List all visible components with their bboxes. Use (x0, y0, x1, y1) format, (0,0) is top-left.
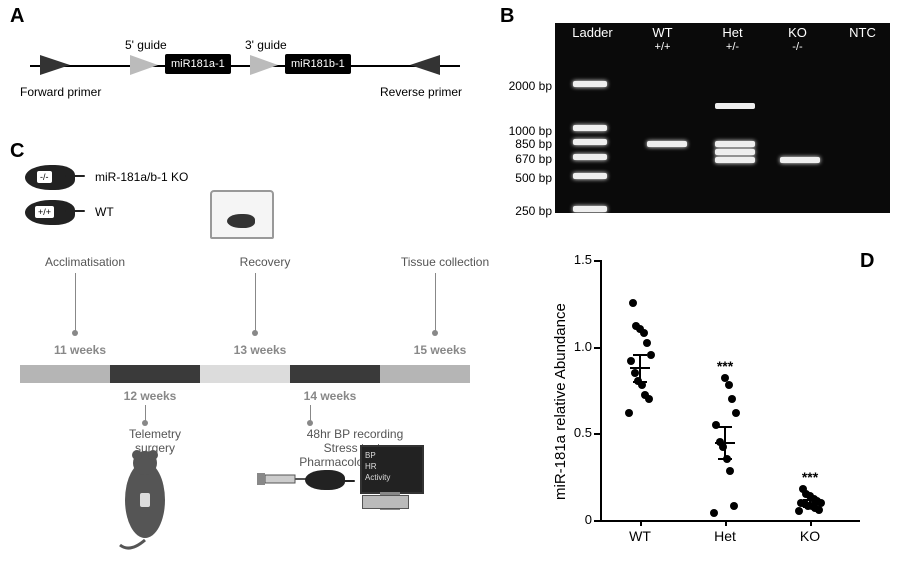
data-point (726, 467, 734, 475)
data-point (728, 395, 736, 403)
significance-marker: *** (795, 469, 825, 485)
x-group-label: Het (705, 528, 745, 544)
timeline-segment (290, 365, 380, 383)
ko-genotype: -/- (37, 171, 52, 183)
data-point (730, 502, 738, 510)
gel-lane-genotype: +/+ (635, 41, 690, 53)
guide-3-label: 3' guide (245, 38, 287, 52)
gel-lane-label: Ladder (565, 25, 620, 40)
monitor-icon: BP HR Activity (360, 445, 424, 494)
data-point (725, 381, 733, 389)
data-point (795, 507, 803, 515)
gel-band (573, 125, 607, 131)
y-axis-title: miR-181a relative Abundance (552, 303, 569, 500)
panel-b: Ladder WT+/+ Het+/- KO-/- NTC 2000 bp 1000 bp… (500, 5, 895, 235)
fwd-primer-label: Forward primer (20, 85, 101, 99)
figure: A miR181a-1 miR181b-1 5' guide 3' guide … (0, 0, 900, 570)
reverse-primer-arrow (410, 55, 440, 75)
gel-lane-label: WT (635, 25, 690, 40)
data-point (631, 369, 639, 377)
gene-box-2: miR181b-1 (285, 54, 351, 74)
gel-band (573, 81, 607, 87)
y-tick-label: 1.0 (558, 339, 592, 354)
ko-mouse-icon: -/- (25, 165, 75, 190)
data-point (629, 299, 637, 307)
data-point (647, 351, 655, 359)
week-label: 13 weeks (220, 343, 300, 357)
week-label: 12 weeks (110, 389, 190, 403)
y-tick-label: 1.5 (558, 252, 592, 267)
week-label: 15 weeks (400, 343, 480, 357)
y-tick-label: 0.5 (558, 425, 592, 440)
gel-band (573, 206, 607, 212)
gel-band (780, 157, 820, 163)
timeline-segment (380, 365, 470, 383)
test-mouse-icon (305, 470, 345, 490)
gene-box-1: miR181a-1 (165, 54, 231, 74)
gel-band (573, 139, 607, 145)
stage-label: Acclimatisation (35, 255, 135, 269)
bp-label: 500 bp (502, 171, 552, 185)
data-point (732, 409, 740, 417)
gel-band (715, 149, 755, 155)
timeline-segment (200, 365, 290, 383)
gel-lane-label: KO (770, 25, 825, 40)
gel-band (715, 103, 755, 109)
gel-lane-label: NTC (835, 25, 890, 40)
gel-band (715, 157, 755, 163)
panel-a: miR181a-1 miR181b-1 5' guide 3' guide Fo… (10, 10, 480, 120)
week-label: 11 weeks (40, 343, 120, 357)
keyboard-icon (362, 495, 409, 509)
data-point (625, 409, 633, 417)
ko-mouse-label: miR-181a/b-1 KO (95, 170, 188, 184)
measure-hr: HR (365, 461, 419, 472)
data-point (710, 509, 718, 517)
y-tick-label: 0 (558, 512, 592, 527)
significance-marker: *** (710, 358, 740, 374)
week-label: 14 weeks (290, 389, 370, 403)
panel-d-chart: miR-181a relative Abundance 0 0.5 1.0 1.5 WT… (540, 250, 890, 560)
wt-genotype: +/+ (35, 206, 54, 218)
measure-act: Activity (365, 472, 419, 483)
data-point (643, 339, 651, 347)
gel-lane-label: Het (705, 25, 760, 40)
wt-mouse-label: WT (95, 205, 114, 219)
bp-label: 2000 bp (502, 79, 552, 93)
telemetry-rat-icon (110, 445, 180, 555)
gel-band (573, 173, 607, 179)
x-group-label: KO (790, 528, 830, 544)
forward-primer-arrow (40, 55, 70, 75)
data-point (721, 374, 729, 382)
gel-band (573, 154, 607, 160)
guide-5-label: 5' guide (125, 38, 167, 52)
gel-band (647, 141, 687, 147)
stage-label: Tissue collection (395, 255, 495, 269)
gel-lane-genotype: -/- (770, 41, 825, 53)
stage-label: Recovery (215, 255, 315, 269)
guide-3-arrow (250, 55, 278, 75)
cage-icon (210, 190, 274, 239)
gel-image: Ladder WT+/+ Het+/- KO-/- NTC (555, 23, 890, 213)
gene-axis (30, 65, 460, 67)
timeline-segment (110, 365, 200, 383)
x-group-label: WT (620, 528, 660, 544)
bp-label: 850 bp (502, 137, 552, 151)
timeline-segment (20, 365, 110, 383)
panel-c: -/- miR-181a/b-1 KO +/+ WT Acclimatisati… (10, 145, 490, 560)
gel-lane-genotype: +/- (705, 41, 760, 53)
bp-label: 670 bp (502, 152, 552, 166)
rev-primer-label: Reverse primer (380, 85, 462, 99)
data-point (799, 485, 807, 493)
gel-band (715, 141, 755, 147)
wt-mouse-icon: +/+ (25, 200, 75, 225)
bp-label: 1000 bp (502, 124, 552, 138)
guide-5-arrow (130, 55, 158, 75)
measure-bp: BP (365, 450, 419, 461)
data-point (627, 357, 635, 365)
bp-label: 250 bp (502, 204, 552, 218)
